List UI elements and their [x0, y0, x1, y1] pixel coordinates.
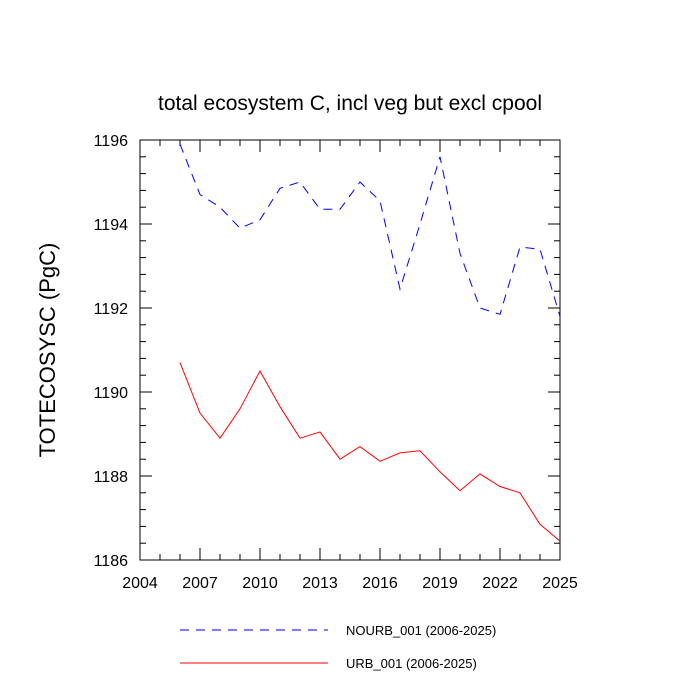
series-line-urb	[179, 362, 561, 542]
y-axis-label: TOTECOSYSC (PgC)	[35, 243, 60, 458]
x-tick-label: 2013	[302, 575, 338, 592]
legend-label: URB_001 (2006-2025)	[346, 656, 477, 671]
y-tick-label: 1194	[94, 217, 129, 234]
y-tick-label: 1196	[94, 133, 129, 150]
chart-title: total ecosystem C, incl veg but excl cpo…	[158, 92, 542, 115]
y-tick-label: 1190	[94, 385, 129, 402]
x-tick-label: 2022	[482, 575, 518, 592]
legend: NOURB_001 (2006-2025) URB_001 (2006-2025)	[180, 623, 496, 671]
y-tick-label: 1192	[94, 301, 129, 318]
x-tick-label: 2025	[542, 575, 578, 592]
x-tick-label: 2007	[182, 575, 218, 592]
y-tick-label: 1186	[94, 553, 129, 570]
series-line-nourb	[179, 144, 561, 317]
legend-label: NOURB_001 (2006-2025)	[346, 623, 496, 638]
y-tick-label: 1188	[94, 469, 129, 486]
x-tick-label: 2019	[422, 575, 458, 592]
x-tick-label: 2016	[362, 575, 398, 592]
x-tick-label: 2004	[122, 575, 158, 592]
plot-area: 2004 2007 2010 2013 2016 2019 2022 2025 1186 1188…	[94, 133, 578, 592]
x-tick-label: 2010	[242, 575, 278, 592]
plot-frame	[139, 139, 561, 561]
